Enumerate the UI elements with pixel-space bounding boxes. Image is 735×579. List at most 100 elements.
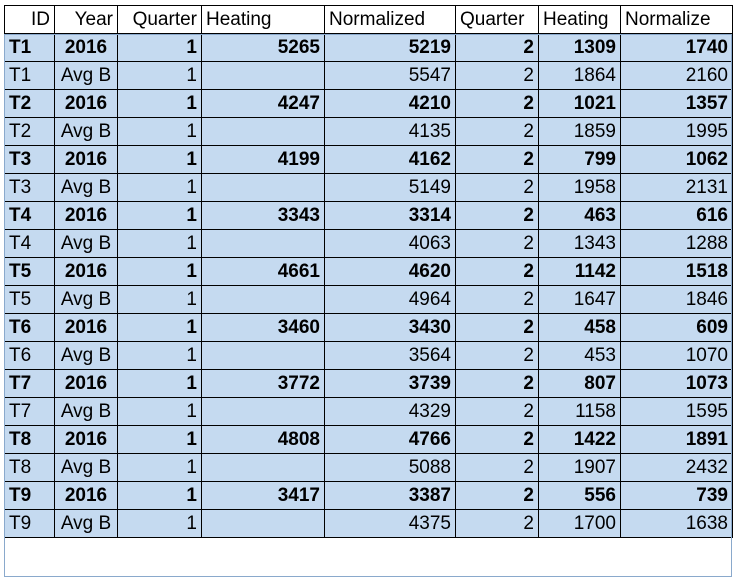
cell-heating-2[interactable]: 799 [538, 145, 621, 174]
cell-id[interactable]: T4 [4, 229, 55, 258]
cell-heating-1[interactable]: 3343 [201, 201, 325, 230]
cell-heating-2[interactable]: 1142 [538, 257, 621, 286]
cell-heating-2[interactable]: 453 [538, 341, 621, 370]
cell-quarter-1[interactable]: 1 [117, 257, 202, 286]
cell-quarter-2[interactable]: 2 [455, 201, 539, 230]
cell-heating-1[interactable]: 3417 [201, 481, 325, 510]
cell-quarter-1[interactable]: 1 [117, 453, 202, 482]
cell-quarter-2[interactable]: 2 [455, 425, 539, 454]
cell-year[interactable]: 2016 [54, 33, 118, 62]
cell-normalized-2[interactable]: 739 [620, 481, 733, 510]
cell-heating-2[interactable]: 1647 [538, 285, 621, 314]
cell-id[interactable]: T1 [4, 61, 55, 90]
cell-quarter-1[interactable]: 1 [117, 201, 202, 230]
cell-heating-2[interactable]: 556 [538, 481, 621, 510]
cell-id[interactable]: T8 [4, 453, 55, 482]
header-cell-normalized-1[interactable]: Normalized [324, 5, 456, 34]
cell-heating-2[interactable]: 1958 [538, 173, 621, 202]
cell-normalized-2[interactable]: 1891 [620, 425, 733, 454]
cell-quarter-2[interactable]: 2 [455, 509, 539, 538]
cell-id[interactable]: T5 [4, 257, 55, 286]
cell-quarter-1[interactable]: 1 [117, 425, 202, 454]
cell-quarter-2[interactable]: 2 [455, 89, 539, 118]
cell-year[interactable]: Avg B [54, 173, 118, 202]
cell-quarter-2[interactable]: 2 [455, 453, 539, 482]
cell-normalized-1[interactable]: 3430 [324, 313, 456, 342]
cell-normalized-2[interactable]: 1518 [620, 257, 733, 286]
cell-year[interactable]: 2016 [54, 369, 118, 398]
cell-id[interactable]: T7 [4, 397, 55, 426]
cell-heating-2[interactable]: 1422 [538, 425, 621, 454]
cell-heating-1[interactable]: 4661 [201, 257, 325, 286]
cell-year[interactable]: Avg B [54, 229, 118, 258]
cell-heating-2[interactable]: 1859 [538, 117, 621, 146]
cell-year[interactable]: Avg B [54, 117, 118, 146]
cell-year[interactable]: 2016 [54, 145, 118, 174]
cell-normalized-1[interactable]: 4162 [324, 145, 456, 174]
cell-id[interactable]: T2 [4, 89, 55, 118]
cell-heating-1[interactable]: 3460 [201, 313, 325, 342]
cell-id[interactable]: T9 [4, 509, 55, 538]
header-cell-quarter-2[interactable]: Quarter [455, 5, 539, 34]
cell-normalized-1[interactable]: 4063 [324, 229, 456, 258]
cell-normalized-2[interactable]: 1638 [620, 509, 733, 538]
cell-year[interactable]: Avg B [54, 285, 118, 314]
cell-normalized-2[interactable]: 2432 [620, 453, 733, 482]
cell-year[interactable]: Avg B [54, 509, 118, 538]
cell-quarter-2[interactable]: 2 [455, 285, 539, 314]
cell-id[interactable]: T6 [4, 313, 55, 342]
cell-quarter-1[interactable]: 1 [117, 397, 202, 426]
cell-heating-2[interactable]: 1309 [538, 33, 621, 62]
cell-quarter-2[interactable]: 2 [455, 117, 539, 146]
cell-heating-1[interactable]: 3772 [201, 369, 325, 398]
cell-normalized-2[interactable]: 1357 [620, 89, 733, 118]
cell-normalized-1[interactable]: 3387 [324, 481, 456, 510]
cell-year[interactable]: Avg B [54, 397, 118, 426]
cell-quarter-1[interactable]: 1 [117, 285, 202, 314]
cell-quarter-2[interactable]: 2 [455, 481, 539, 510]
cell-id[interactable]: T2 [4, 117, 55, 146]
cell-year[interactable]: 2016 [54, 313, 118, 342]
cell-normalized-1[interactable]: 5149 [324, 173, 456, 202]
cell-normalized-1[interactable]: 3739 [324, 369, 456, 398]
cell-quarter-1[interactable]: 1 [117, 509, 202, 538]
cell-heating-1[interactable] [201, 117, 325, 146]
cell-normalized-1[interactable]: 5088 [324, 453, 456, 482]
cell-normalized-1[interactable]: 3564 [324, 341, 456, 370]
cell-heating-1[interactable] [201, 229, 325, 258]
cell-heating-2[interactable]: 458 [538, 313, 621, 342]
cell-quarter-1[interactable]: 1 [117, 313, 202, 342]
header-cell-normalized-2[interactable]: Normalize [620, 5, 733, 34]
cell-year[interactable]: 2016 [54, 481, 118, 510]
header-cell-quarter-1[interactable]: Quarter [117, 5, 202, 34]
cell-normalized-1[interactable]: 4964 [324, 285, 456, 314]
cell-quarter-2[interactable]: 2 [455, 173, 539, 202]
cell-quarter-1[interactable]: 1 [117, 341, 202, 370]
cell-year[interactable]: 2016 [54, 425, 118, 454]
cell-normalized-2[interactable]: 2160 [620, 61, 733, 90]
cell-heating-1[interactable]: 4808 [201, 425, 325, 454]
cell-normalized-2[interactable]: 1062 [620, 145, 733, 174]
cell-heating-2[interactable]: 1864 [538, 61, 621, 90]
cell-quarter-2[interactable]: 2 [455, 61, 539, 90]
cell-normalized-2[interactable]: 1073 [620, 369, 733, 398]
cell-heating-1[interactable] [201, 61, 325, 90]
cell-quarter-2[interactable]: 2 [455, 229, 539, 258]
cell-year[interactable]: Avg B [54, 341, 118, 370]
cell-year[interactable]: 2016 [54, 89, 118, 118]
cell-heating-1[interactable] [201, 397, 325, 426]
cell-heating-2[interactable]: 1343 [538, 229, 621, 258]
cell-normalized-1[interactable]: 5547 [324, 61, 456, 90]
cell-normalized-2[interactable]: 1995 [620, 117, 733, 146]
cell-quarter-1[interactable]: 1 [117, 229, 202, 258]
cell-normalized-2[interactable]: 1288 [620, 229, 733, 258]
cell-normalized-1[interactable]: 4766 [324, 425, 456, 454]
header-cell-id[interactable]: ID [4, 5, 55, 34]
cell-heating-1[interactable] [201, 285, 325, 314]
cell-normalized-2[interactable]: 616 [620, 201, 733, 230]
cell-normalized-1[interactable]: 5219 [324, 33, 456, 62]
cell-id[interactable]: T6 [4, 341, 55, 370]
cell-quarter-2[interactable]: 2 [455, 313, 539, 342]
cell-quarter-1[interactable]: 1 [117, 117, 202, 146]
cell-heating-2[interactable]: 1907 [538, 453, 621, 482]
